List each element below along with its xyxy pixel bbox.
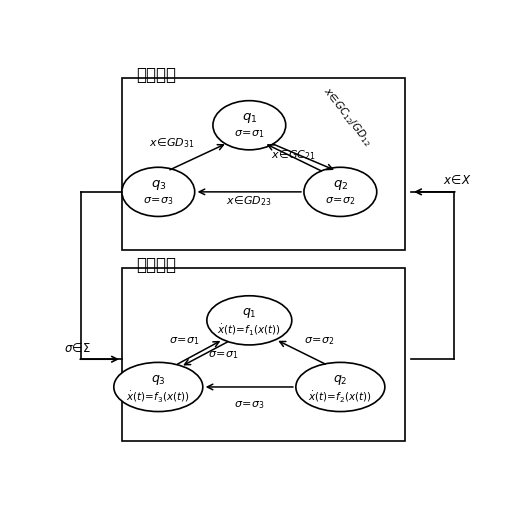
Text: $\sigma\!=\!\sigma_2$: $\sigma\!=\!\sigma_2$ bbox=[325, 195, 355, 207]
Text: $\sigma\!=\!\sigma_1$: $\sigma\!=\!\sigma_1$ bbox=[170, 335, 200, 347]
Ellipse shape bbox=[296, 363, 385, 411]
Ellipse shape bbox=[304, 167, 377, 216]
Text: $\dot{x}(t)\!=\!f_2(x(t))$: $\dot{x}(t)\!=\!f_2(x(t))$ bbox=[309, 389, 372, 404]
Text: 连续过程: 连续过程 bbox=[136, 256, 176, 274]
Text: $\sigma\!=\!\sigma_3$: $\sigma\!=\!\sigma_3$ bbox=[234, 399, 265, 411]
Text: $q_2$: $q_2$ bbox=[333, 373, 348, 387]
FancyBboxPatch shape bbox=[122, 78, 405, 250]
Text: $x\!\in\!GC_{12}/GD_{12}$: $x\!\in\!GC_{12}/GD_{12}$ bbox=[320, 84, 375, 149]
Ellipse shape bbox=[122, 167, 195, 216]
FancyBboxPatch shape bbox=[122, 268, 405, 440]
Text: $\dot{x}(t)\!=\!f_1(x(t))$: $\dot{x}(t)\!=\!f_1(x(t))$ bbox=[217, 322, 281, 337]
Text: $q_1$: $q_1$ bbox=[242, 111, 257, 125]
Ellipse shape bbox=[207, 296, 292, 345]
Text: $q_1$: $q_1$ bbox=[242, 306, 257, 320]
Text: $x\!\in\!GD_{23}$: $x\!\in\!GD_{23}$ bbox=[227, 194, 272, 208]
Text: $\sigma\!=\!\sigma_1$: $\sigma\!=\!\sigma_1$ bbox=[234, 129, 265, 141]
Text: $x\!\in\!GC_{21}$: $x\!\in\!GC_{21}$ bbox=[271, 148, 316, 162]
Text: $q_3$: $q_3$ bbox=[151, 373, 165, 387]
Text: $\sigma\!\in\!\Sigma$: $\sigma\!\in\!\Sigma$ bbox=[64, 342, 91, 355]
Ellipse shape bbox=[114, 363, 203, 411]
Text: $\dot{x}(t)\!=\!f_3(x(t))$: $\dot{x}(t)\!=\!f_3(x(t))$ bbox=[126, 389, 191, 404]
Text: $x\!\in\!X$: $x\!\in\!X$ bbox=[443, 174, 471, 187]
Ellipse shape bbox=[213, 100, 286, 150]
Text: $q_3$: $q_3$ bbox=[150, 178, 166, 192]
Text: $\sigma\!=\!\sigma_1$: $\sigma\!=\!\sigma_1$ bbox=[208, 349, 238, 361]
Text: $x\!\in\!GD_{31}$: $x\!\in\!GD_{31}$ bbox=[149, 136, 195, 150]
Text: $\sigma\!=\!\sigma_2$: $\sigma\!=\!\sigma_2$ bbox=[304, 335, 335, 347]
Text: $\sigma\!=\!\sigma_3$: $\sigma\!=\!\sigma_3$ bbox=[143, 195, 173, 207]
Text: $q_2$: $q_2$ bbox=[333, 178, 348, 192]
Text: 离散过程: 离散过程 bbox=[136, 65, 176, 83]
